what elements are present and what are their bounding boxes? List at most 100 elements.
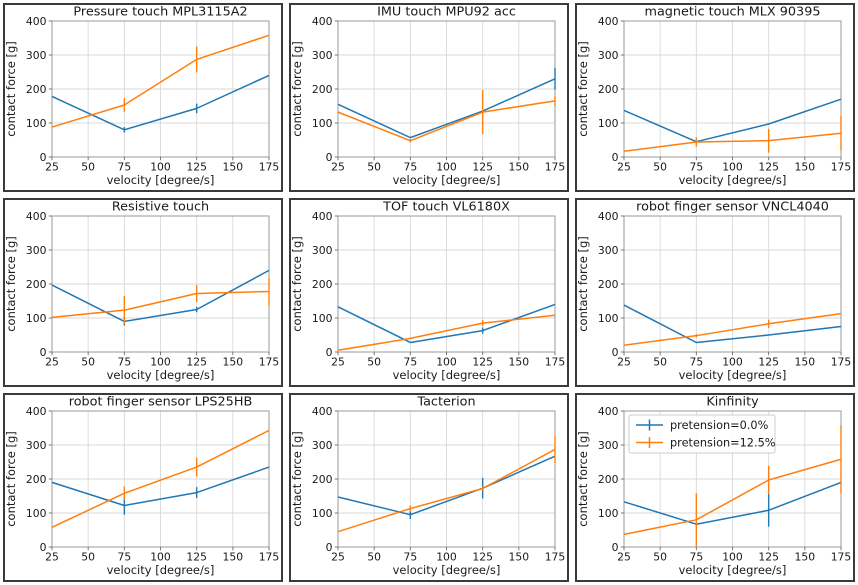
x-tick-label: 75	[117, 161, 131, 174]
y-tick-label: 200	[312, 473, 333, 486]
x-axis-label: velocity [degree/s]	[679, 368, 787, 382]
chart-cell: 25 50 75 100 125 150 175 0 100 200 300 400 Pressure …	[0, 0, 286, 195]
x-tick-label: 25	[45, 356, 59, 369]
x-tick-label: 50	[81, 356, 95, 369]
x-tick-label: 125	[758, 161, 779, 174]
chart-cell: 25 50 75 100 125 150 175 0 100 200 300 400 Resistive…	[0, 195, 286, 390]
y-axis-label: contact force [g]	[577, 236, 590, 332]
x-tick-label: 100	[722, 356, 743, 369]
x-tick-label: 50	[653, 161, 667, 174]
y-tick-label: 200	[26, 278, 47, 291]
y-tick-label: 400	[312, 15, 333, 28]
x-tick-label: 150	[509, 551, 530, 564]
y-axis-label: contact force [g]	[577, 41, 590, 137]
series-line	[623, 458, 842, 536]
x-tick-label: 175	[831, 356, 852, 369]
series-line	[337, 455, 556, 516]
x-tick-label: 150	[223, 161, 244, 174]
x-tick-label: 25	[331, 356, 345, 369]
x-tick-label: 175	[831, 551, 852, 564]
x-tick-label: 50	[653, 356, 667, 369]
x-axis-label: velocity [degree/s]	[679, 173, 787, 187]
chart-cell: 25 50 75 100 125 150 175 0 100 200 300 400 IMU touch…	[286, 0, 572, 195]
x-tick-label: 150	[795, 551, 816, 564]
x-tick-label: 50	[81, 161, 95, 174]
x-tick-label: 125	[758, 551, 779, 564]
y-tick-label: 400	[26, 405, 47, 418]
y-tick-label: 200	[598, 278, 619, 291]
chart-cell: 25 50 75 100 125 150 175 0 100 200 300 400 Kinfinity…	[572, 390, 858, 585]
y-tick-label: 400	[26, 210, 47, 223]
y-tick-label: 100	[26, 507, 47, 520]
x-tick-label: 125	[186, 356, 207, 369]
x-tick-label: 100	[722, 551, 743, 564]
x-tick-label: 150	[509, 161, 530, 174]
y-tick-label: 200	[26, 83, 47, 96]
chart-cell: 25 50 75 100 125 150 175 0 100 200 300 400 magnetic …	[572, 0, 858, 195]
series-line	[623, 481, 842, 525]
x-tick-label: 150	[795, 161, 816, 174]
x-tick-label: 25	[45, 161, 59, 174]
chart-cell: 25 50 75 100 125 150 175 0 100 200 300 400 robot fin…	[0, 390, 286, 585]
x-axis-label: velocity [degree/s]	[679, 563, 787, 577]
x-tick-label: 50	[653, 551, 667, 564]
x-tick-label: 150	[795, 356, 816, 369]
chart-cell: 25 50 75 100 125 150 175 0 100 200 300 400 TOF touch…	[286, 195, 572, 390]
y-tick-label: 0	[326, 541, 333, 554]
x-tick-label: 75	[403, 161, 417, 174]
series-line	[337, 303, 556, 344]
x-tick-label: 100	[722, 161, 743, 174]
y-tick-label: 300	[312, 439, 333, 452]
series-line	[337, 100, 556, 142]
chart-title: robot finger sensor VNCL4040	[636, 200, 829, 215]
x-tick-label: 175	[831, 161, 852, 174]
y-tick-label: 300	[598, 439, 619, 452]
chart-panel: 25 50 75 100 125 150 175 0 100 200 300 400 robot fin…	[3, 393, 283, 582]
x-tick-label: 125	[472, 551, 493, 564]
y-tick-label: 300	[26, 439, 47, 452]
chart-svg: 25 50 75 100 125 150 175 0 100 200 300 400 Pressure …	[5, 5, 279, 187]
chart-panel: 25 50 75 100 125 150 175 0 100 200 300 400 TOF touch…	[289, 198, 569, 387]
chart-svg: 25 50 75 100 125 150 175 0 100 200 300 400 robot fin…	[577, 200, 852, 382]
y-tick-label: 200	[312, 278, 333, 291]
y-axis-label: contact force [g]	[291, 431, 304, 527]
series-line	[337, 78, 556, 139]
y-tick-label: 400	[598, 210, 619, 223]
x-tick-label: 25	[331, 551, 345, 564]
series-line	[623, 98, 842, 143]
y-tick-label: 100	[26, 117, 47, 130]
x-axis-label: velocity [degree/s]	[393, 368, 501, 382]
x-tick-label: 125	[186, 161, 207, 174]
chart-panel: 25 50 75 100 125 150 175 0 100 200 300 400 Kinfinity…	[575, 393, 855, 582]
x-tick-label: 75	[689, 161, 703, 174]
x-tick-label: 50	[81, 551, 95, 564]
x-tick-label: 25	[617, 161, 631, 174]
x-tick-label: 175	[545, 551, 566, 564]
chart-cell: 25 50 75 100 125 150 175 0 100 200 300 400 robot fin…	[572, 195, 858, 390]
y-tick-label: 300	[26, 244, 47, 257]
chart-svg: 25 50 75 100 125 150 175 0 100 200 300 400 Resistive…	[5, 200, 279, 382]
x-axis-label: velocity [degree/s]	[107, 563, 215, 577]
y-axis-label: contact force [g]	[291, 236, 304, 332]
x-tick-label: 25	[617, 551, 631, 564]
x-tick-label: 125	[472, 161, 493, 174]
x-tick-label: 150	[509, 356, 530, 369]
x-tick-label: 100	[436, 161, 457, 174]
x-tick-label: 175	[545, 356, 566, 369]
x-tick-label: 50	[367, 551, 381, 564]
chart-svg: 25 50 75 100 125 150 175 0 100 200 300 400 Kinfinity…	[577, 395, 852, 577]
chart-panel: 25 50 75 100 125 150 175 0 100 200 300 400 magnetic …	[575, 3, 855, 192]
y-tick-label: 400	[26, 15, 47, 28]
x-tick-label: 175	[545, 161, 566, 174]
y-tick-label: 300	[312, 49, 333, 62]
y-tick-label: 0	[40, 346, 47, 359]
y-tick-label: 100	[598, 117, 619, 130]
x-tick-label: 150	[223, 551, 244, 564]
legend-label: pretension=0.0%	[670, 419, 769, 432]
x-tick-label: 25	[617, 356, 631, 369]
chart-svg: 25 50 75 100 125 150 175 0 100 200 300 400 Tacterion…	[291, 395, 566, 577]
y-tick-label: 300	[598, 244, 619, 257]
series-line	[337, 314, 556, 352]
x-tick-label: 125	[186, 551, 207, 564]
chart-title: magnetic touch MLX 90395	[645, 5, 821, 20]
